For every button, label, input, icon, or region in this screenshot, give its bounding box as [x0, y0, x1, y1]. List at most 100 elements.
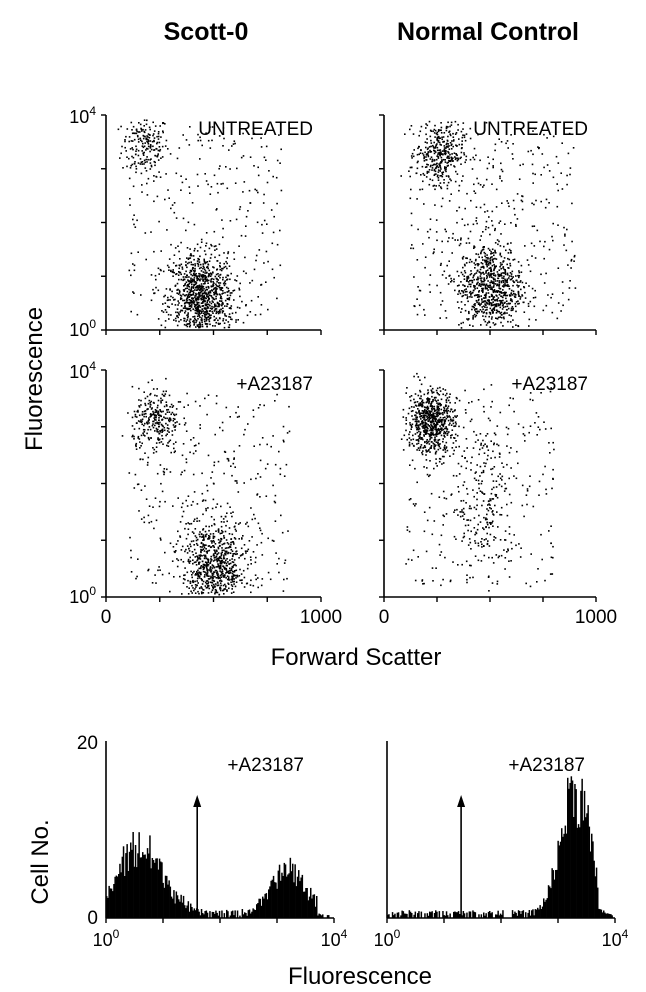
- data-point: [426, 230, 429, 233]
- data-point: [178, 289, 181, 292]
- data-point: [206, 575, 208, 577]
- data-point: [432, 417, 434, 420]
- data-point: [419, 391, 422, 393]
- data-point: [478, 291, 480, 293]
- data-point: [201, 315, 204, 317]
- data-point: [437, 442, 439, 444]
- data-point: [410, 439, 412, 441]
- data-point: [453, 152, 456, 154]
- data-point: [188, 280, 191, 282]
- data-point: [205, 313, 208, 316]
- data-point: [410, 428, 412, 430]
- data-point: [449, 133, 451, 135]
- data-point: [192, 266, 194, 269]
- data-point: [160, 397, 162, 400]
- data-point: [445, 143, 448, 146]
- data-point: [492, 158, 494, 161]
- data-point: [436, 431, 438, 433]
- data-point: [206, 265, 209, 268]
- data-point: [180, 473, 182, 476]
- data-point: [154, 409, 157, 411]
- data-point: [502, 466, 505, 468]
- data-point: [438, 184, 440, 187]
- data-point: [153, 448, 156, 451]
- data-point: [130, 121, 133, 124]
- data-point: [164, 145, 167, 147]
- data-point: [228, 563, 230, 565]
- data-point: [425, 451, 428, 453]
- data-point: [483, 452, 486, 454]
- data-point: [436, 413, 438, 416]
- data-point: [430, 139, 432, 142]
- data-point: [494, 278, 496, 281]
- data-point: [156, 413, 159, 415]
- data-point: [492, 261, 494, 263]
- data-point: [182, 561, 185, 563]
- data-point: [186, 274, 188, 276]
- data-point: [214, 550, 216, 553]
- data-point: [177, 304, 179, 306]
- data-point: [147, 141, 149, 144]
- data-point: [424, 415, 426, 417]
- data-point: [164, 302, 167, 304]
- data-point: [543, 133, 545, 136]
- data-point: [435, 458, 437, 460]
- data-point: [451, 237, 454, 239]
- data-point: [200, 586, 203, 588]
- data-point: [461, 509, 463, 511]
- data-point: [253, 445, 255, 447]
- data-point: [461, 295, 463, 298]
- data-point: [416, 372, 418, 375]
- data-point: [457, 158, 459, 160]
- data-point: [188, 587, 190, 589]
- data-point: [222, 307, 224, 310]
- data-point: [144, 404, 147, 407]
- data-point: [420, 412, 422, 414]
- data-point: [276, 393, 278, 396]
- data-point: [195, 309, 198, 311]
- data-point: [199, 427, 201, 430]
- data-point: [199, 246, 202, 249]
- data-point: [418, 146, 420, 148]
- data-point: [445, 166, 447, 169]
- data-point: [418, 289, 421, 292]
- data-point: [185, 523, 187, 525]
- data-point: [416, 418, 418, 421]
- data-point: [215, 308, 218, 310]
- data-point: [446, 156, 449, 159]
- data-point: [224, 588, 226, 590]
- data-point: [203, 295, 205, 297]
- data-point: [488, 296, 491, 298]
- data-point: [460, 163, 462, 165]
- data-point: [148, 126, 151, 129]
- data-point: [429, 451, 431, 453]
- data-point: [518, 274, 521, 277]
- data-point: [484, 285, 487, 287]
- data-point: [410, 155, 413, 157]
- data-point: [529, 270, 532, 273]
- data-point: [447, 157, 450, 159]
- data-point: [213, 298, 216, 301]
- data-point: [495, 206, 498, 208]
- data-point: [274, 400, 276, 402]
- data-point: [495, 294, 497, 297]
- data-point: [178, 147, 181, 149]
- data-point: [195, 297, 197, 300]
- scatter-points: [117, 119, 283, 329]
- data-point: [184, 312, 186, 314]
- data-point: [536, 434, 538, 436]
- data-point: [211, 584, 213, 587]
- data-point: [450, 156, 453, 159]
- data-point: [474, 259, 477, 262]
- data-point: [572, 147, 575, 149]
- data-point: [199, 558, 202, 560]
- data-point: [183, 323, 186, 326]
- data-point: [446, 392, 448, 395]
- data-point: [463, 532, 465, 535]
- data-point: [212, 301, 214, 303]
- data-point: [231, 145, 233, 147]
- data-point: [444, 151, 447, 153]
- data-point: [228, 315, 230, 318]
- data-point: [191, 304, 193, 306]
- data-point: [161, 419, 163, 421]
